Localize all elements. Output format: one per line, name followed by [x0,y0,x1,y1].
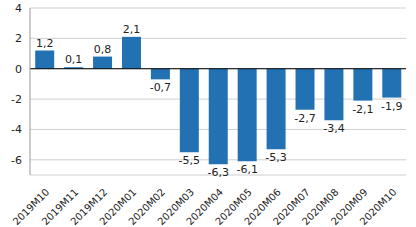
svg-text:-6: -6 [11,154,22,167]
svg-text:2020M10: 2020M10 [358,186,399,227]
svg-text:-2,7: -2,7 [294,112,315,125]
svg-text:-5,5: -5,5 [179,154,200,167]
svg-text:-3,4: -3,4 [323,122,344,135]
svg-text:0,1: 0,1 [65,53,83,66]
svg-text:-2,1: -2,1 [352,103,373,116]
svg-text:-4: -4 [11,123,22,136]
svg-text:-6,1: -6,1 [236,163,257,176]
svg-text:2: 2 [15,32,22,45]
svg-text:2,1: 2,1 [123,23,141,36]
svg-text:0,8: 0,8 [94,43,112,56]
svg-text:4: 4 [15,2,22,15]
svg-text:0: 0 [15,63,22,76]
svg-text:-6,3: -6,3 [208,166,229,179]
svg-text:1,2: 1,2 [36,37,54,50]
svg-text:-5,3: -5,3 [265,151,286,164]
svg-text:-0,7: -0,7 [150,81,171,94]
svg-text:-1,9: -1,9 [381,100,402,113]
svg-text:-2: -2 [11,93,22,106]
